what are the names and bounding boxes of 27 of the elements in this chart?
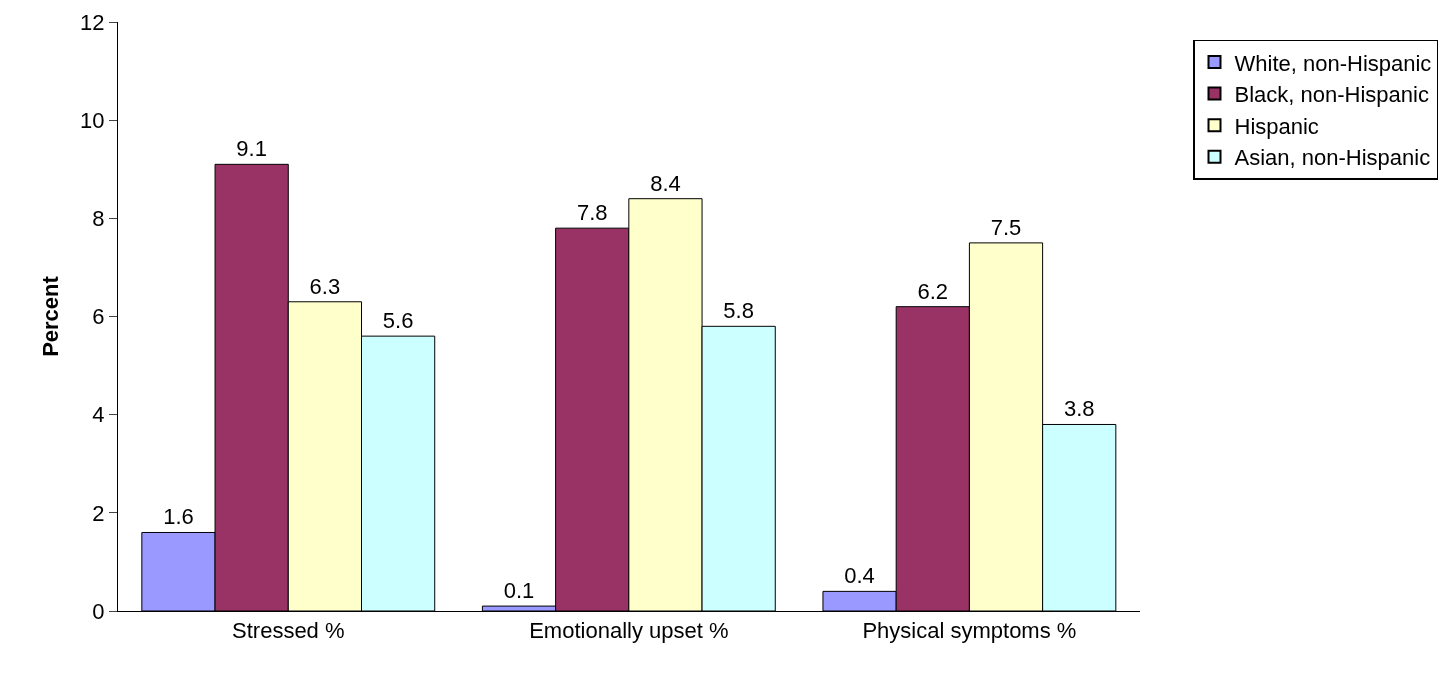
- y-tick-label: 4: [92, 402, 105, 428]
- x-tick-label: Emotionally upset %: [529, 618, 729, 644]
- data-label: 0.4: [844, 563, 875, 589]
- y-axis-title: Percent: [37, 275, 63, 357]
- y-tick-label: 12: [80, 9, 105, 35]
- y-tick-label: 10: [80, 107, 105, 133]
- data-label: 5.6: [382, 308, 414, 334]
- data-label: 9.1: [236, 136, 267, 162]
- data-label: 7.5: [990, 214, 1022, 240]
- data-label: 0.1: [503, 578, 535, 604]
- x-tick-label: Stressed %: [232, 618, 345, 644]
- y-tick-label: 8: [92, 206, 105, 232]
- y-tick-label: 6: [92, 304, 105, 330]
- legend-label: White, non-Hispanic: [1234, 50, 1432, 76]
- data-label: 7.8: [576, 200, 608, 226]
- data-label: 3.8: [1063, 396, 1095, 422]
- data-label: 5.8: [723, 298, 754, 324]
- data-label: 6.3: [309, 273, 341, 299]
- legend-label: Black, non-Hispanic: [1234, 82, 1429, 108]
- legend-label: Asian, non-Hispanic: [1234, 145, 1431, 171]
- data-label: 8.4: [650, 170, 681, 196]
- y-tick-label: 0: [92, 598, 105, 624]
- data-label: 6.2: [917, 278, 949, 304]
- data-label: 1.6: [163, 504, 194, 530]
- legend-label: Hispanic: [1234, 113, 1319, 139]
- y-tick-label: 2: [92, 500, 105, 526]
- x-tick-label: Physical symptoms %: [862, 618, 1077, 644]
